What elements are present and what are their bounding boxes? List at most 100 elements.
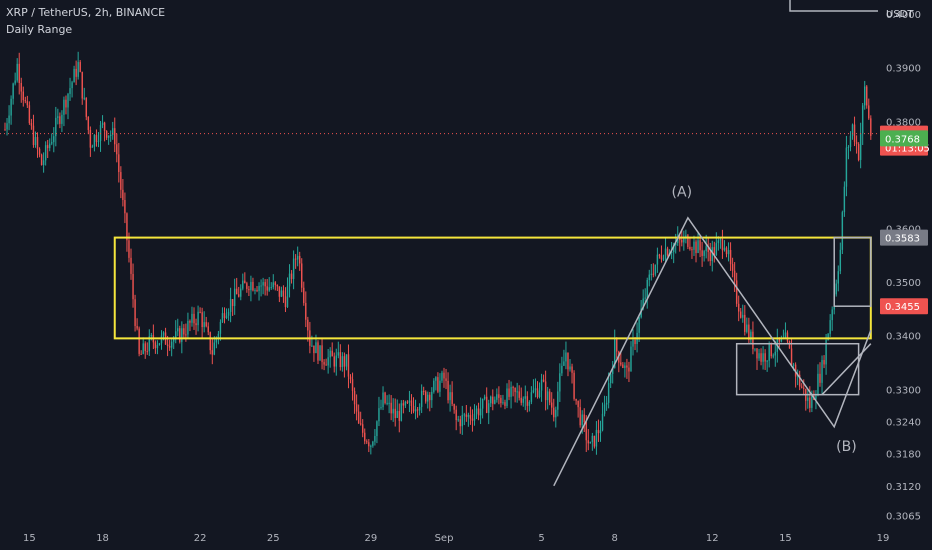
- indicator-label[interactable]: Daily Range: [6, 23, 73, 36]
- candle-body: [345, 354, 348, 367]
- candle-body: [284, 296, 287, 307]
- candle-body: [203, 322, 205, 328]
- candle-body: [404, 401, 407, 406]
- candle-body: [648, 274, 650, 281]
- candle-body: [611, 367, 614, 374]
- candle-body: [359, 423, 362, 425]
- candle-body: [364, 432, 366, 442]
- price-tick-label: 0.3065: [886, 511, 921, 522]
- candle-body: [296, 255, 299, 260]
- candle-body: [46, 145, 49, 149]
- candle-body: [485, 396, 488, 413]
- candle-body: [772, 355, 774, 357]
- candle-body: [146, 351, 148, 353]
- candle-body: [240, 288, 242, 297]
- candle-body: [798, 374, 801, 387]
- price-tick-label: 0.3180: [886, 450, 921, 461]
- candle-body: [156, 344, 159, 349]
- candle-body: [162, 332, 165, 336]
- candle-body: [408, 400, 411, 403]
- candle-body: [866, 86, 868, 106]
- candle-body: [508, 388, 510, 397]
- candle-body: [177, 328, 179, 332]
- candle-body: [307, 319, 309, 331]
- candle-body: [238, 294, 240, 297]
- candle-body: [51, 142, 53, 144]
- candle-body: [355, 404, 358, 412]
- candle-body: [382, 392, 384, 408]
- candle-body: [646, 280, 648, 298]
- candle-body: [664, 248, 667, 259]
- candle-body: [597, 429, 600, 434]
- candle-body: [148, 336, 151, 352]
- candle-body: [546, 391, 549, 401]
- candle-body: [187, 321, 189, 335]
- candle-body: [420, 390, 423, 407]
- candle-body: [433, 380, 435, 392]
- candle-body: [475, 408, 478, 414]
- candle-body: [528, 401, 531, 406]
- candle-body: [30, 123, 33, 126]
- candle-body: [370, 445, 372, 447]
- candle-body: [520, 397, 522, 403]
- candle-body: [118, 154, 120, 173]
- candle-body: [473, 413, 476, 421]
- candle-body: [256, 289, 258, 291]
- candle-body: [301, 263, 303, 288]
- candle-body: [461, 414, 464, 427]
- candle-body: [778, 337, 781, 342]
- candle-body: [244, 280, 246, 284]
- candle-body: [863, 86, 866, 106]
- candle-body: [81, 71, 83, 99]
- candle-body: [548, 391, 551, 403]
- candle-body: [744, 314, 746, 332]
- candle-body: [254, 289, 256, 291]
- candle-body: [246, 283, 248, 289]
- candle-body: [298, 255, 301, 264]
- candle-body: [563, 361, 565, 366]
- candle-body: [451, 392, 453, 404]
- price-tick-label: 0.3800: [886, 117, 921, 128]
- candle-body: [286, 286, 289, 307]
- candle-body: [400, 403, 403, 421]
- candle-body: [746, 324, 748, 332]
- candle-body: [437, 377, 439, 392]
- candle-body: [136, 325, 138, 329]
- candle-body: [731, 264, 734, 271]
- time-tick-label: 8: [612, 533, 618, 544]
- symbol-title: XRP / TetherUS, 2h, BINANCE: [6, 6, 166, 19]
- candle-body: [12, 83, 14, 99]
- candle-body: [677, 237, 679, 243]
- candle-body: [620, 362, 622, 365]
- candle-body: [418, 406, 421, 411]
- candle-body: [689, 246, 691, 250]
- candle-body: [335, 355, 337, 367]
- candle-body: [197, 311, 199, 326]
- candle-body: [479, 408, 482, 416]
- candle-body: [705, 246, 707, 252]
- candle-body: [215, 338, 218, 343]
- candle-body: [506, 388, 508, 406]
- candle-body: [581, 414, 583, 426]
- candle-body: [768, 343, 770, 361]
- candle-body: [439, 380, 441, 392]
- candle-body: [325, 364, 327, 366]
- candle-body: [134, 299, 136, 326]
- candle-body: [14, 80, 16, 84]
- candle-body: [559, 373, 561, 392]
- candle-body: [353, 390, 356, 405]
- candle-body: [276, 285, 279, 287]
- candle-body: [540, 379, 543, 391]
- candle-body: [49, 143, 51, 149]
- candle-body: [766, 360, 768, 362]
- candle-body: [8, 115, 10, 124]
- candle-body: [73, 68, 75, 83]
- candle-body: [205, 322, 207, 327]
- candle-body: [374, 435, 376, 442]
- candle-body: [809, 397, 811, 408]
- candle-body: [144, 343, 146, 352]
- candle-body: [217, 333, 220, 339]
- price-label-text: 0.3455: [885, 302, 920, 313]
- candle-body: [861, 105, 864, 134]
